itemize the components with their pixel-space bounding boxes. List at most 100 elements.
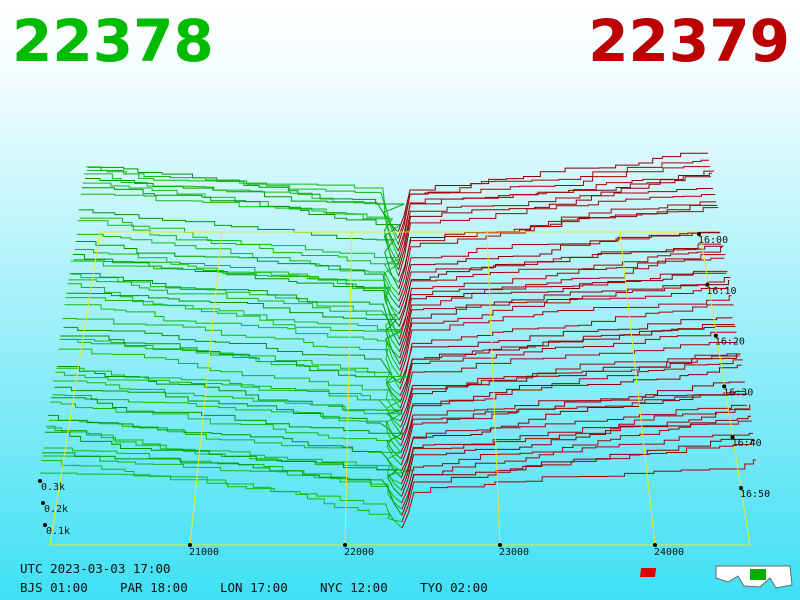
ask-depth-line — [400, 359, 743, 447]
price-tick — [343, 543, 347, 547]
bid-depth-line — [52, 394, 402, 453]
bid-depth-line — [70, 260, 400, 340]
bid-depth-line — [65, 297, 402, 371]
depth-tick — [38, 479, 42, 483]
bid-depth-line — [61, 338, 401, 397]
ask-depth-line — [401, 420, 752, 504]
ask-depth-line — [399, 276, 731, 371]
depth-lines — [40, 152, 756, 529]
bid-depth-line — [46, 425, 402, 491]
ask-depth-line — [399, 295, 732, 378]
bid-depth-line — [54, 386, 402, 441]
price-grid-line — [619, 231, 656, 546]
bid-depth-line — [57, 365, 403, 422]
time-tick — [713, 333, 718, 338]
ask-depth-line — [398, 231, 720, 302]
bid-depth-line — [64, 304, 401, 378]
time-tick-label: 16:30 — [723, 387, 753, 398]
ask-depth-line — [401, 432, 753, 510]
price-tick-label: 23000 — [499, 547, 529, 558]
ask-depth-line — [401, 459, 756, 529]
bid-depth-line — [88, 166, 405, 233]
bid-depth-line — [63, 326, 401, 384]
time-tick — [739, 486, 743, 490]
bid-depth-line — [77, 220, 402, 296]
price-tick-label: 22000 — [344, 547, 374, 558]
ask-depth-line — [398, 246, 723, 321]
bid-depth-line — [55, 371, 404, 434]
price-tick-label: 21000 — [189, 547, 219, 558]
price-tick — [188, 543, 192, 547]
zone-time: TYO 02:00 — [420, 580, 488, 595]
time-tick-label: 16:20 — [715, 337, 745, 348]
bid-depth-line — [75, 240, 400, 308]
depth-tick — [43, 523, 47, 527]
bid-depth-line — [50, 401, 402, 466]
ask-depth-line — [398, 232, 721, 308]
ask-depth-line — [398, 201, 717, 283]
price-tick — [498, 543, 502, 547]
time-tick — [722, 384, 727, 389]
bid-depth-line — [82, 182, 399, 264]
price-grid-line — [344, 231, 353, 546]
ask-depth-line — [399, 325, 736, 403]
time-tick-label: 16:40 — [732, 438, 762, 449]
price-grid-line — [189, 231, 223, 546]
depth-tick-label: 0.1k — [46, 526, 70, 537]
ask-depth-line — [398, 257, 725, 333]
ask-depth-line — [399, 272, 727, 346]
bid-depth-line — [79, 217, 403, 283]
time-tick — [705, 282, 710, 287]
time-tick — [730, 435, 735, 440]
bid-depth-line — [45, 431, 402, 497]
bid-depth-line — [51, 397, 404, 460]
ask-depth-line — [400, 353, 741, 434]
bid-depth-line — [53, 380, 404, 447]
bid-depth-line — [66, 292, 401, 365]
ask-depth-line — [398, 170, 715, 270]
bid-depth-line — [60, 335, 401, 403]
ask-depth-line — [399, 317, 733, 384]
ask-depth-line — [400, 393, 746, 466]
price-grid-line — [486, 231, 501, 546]
glasses-icon — [639, 565, 793, 589]
bid-depth-line — [80, 193, 400, 277]
bid-depth-line — [72, 253, 400, 327]
ask-depth-line — [400, 408, 749, 485]
bid-depth-line — [69, 273, 400, 346]
bid-depth-line — [74, 249, 400, 315]
bid-depth-line — [56, 367, 401, 428]
ask-price: 22379 — [588, 7, 790, 75]
bid-depth-line — [84, 178, 399, 252]
ask-depth-line — [398, 204, 718, 289]
ask-depth-line — [401, 415, 751, 497]
depth-tick — [41, 501, 45, 505]
ask-depth-line — [397, 152, 708, 233]
time-tick — [697, 232, 701, 236]
zone-time: LON 17:00 — [220, 580, 288, 595]
bid-price: 22378 — [12, 7, 214, 75]
bid-depth-line — [85, 166, 399, 245]
ask-depth-line — [398, 254, 726, 340]
depth-tick-label: 0.2k — [44, 504, 68, 515]
bid-depth-line — [42, 452, 403, 516]
ask-depth-line — [397, 172, 713, 258]
ask-depth-line — [399, 323, 735, 396]
ask-depth-line — [398, 193, 716, 277]
ask-depth-line — [399, 270, 728, 352]
ask-depth-line — [398, 245, 724, 327]
bid-depth-line — [40, 472, 403, 529]
time-tick-label: 16:10 — [706, 286, 736, 297]
ask-depth-line — [399, 304, 734, 390]
depth-tick-label: 0.3k — [41, 482, 65, 493]
price-tick-label: 24000 — [654, 547, 684, 558]
bid-depth-line — [62, 318, 401, 390]
ask-depth-line — [401, 438, 754, 516]
bid-depth-line — [78, 209, 400, 289]
zone-time: PAR 18:00 — [120, 580, 188, 595]
bid-depth-line — [73, 259, 400, 321]
ask-depth-line — [400, 364, 742, 441]
floor-grid: 21000 22000 23000 24000 0.1k 0.2k 0.3k 16:00 16:… — [38, 231, 770, 558]
ask-depth-line — [397, 166, 711, 245]
